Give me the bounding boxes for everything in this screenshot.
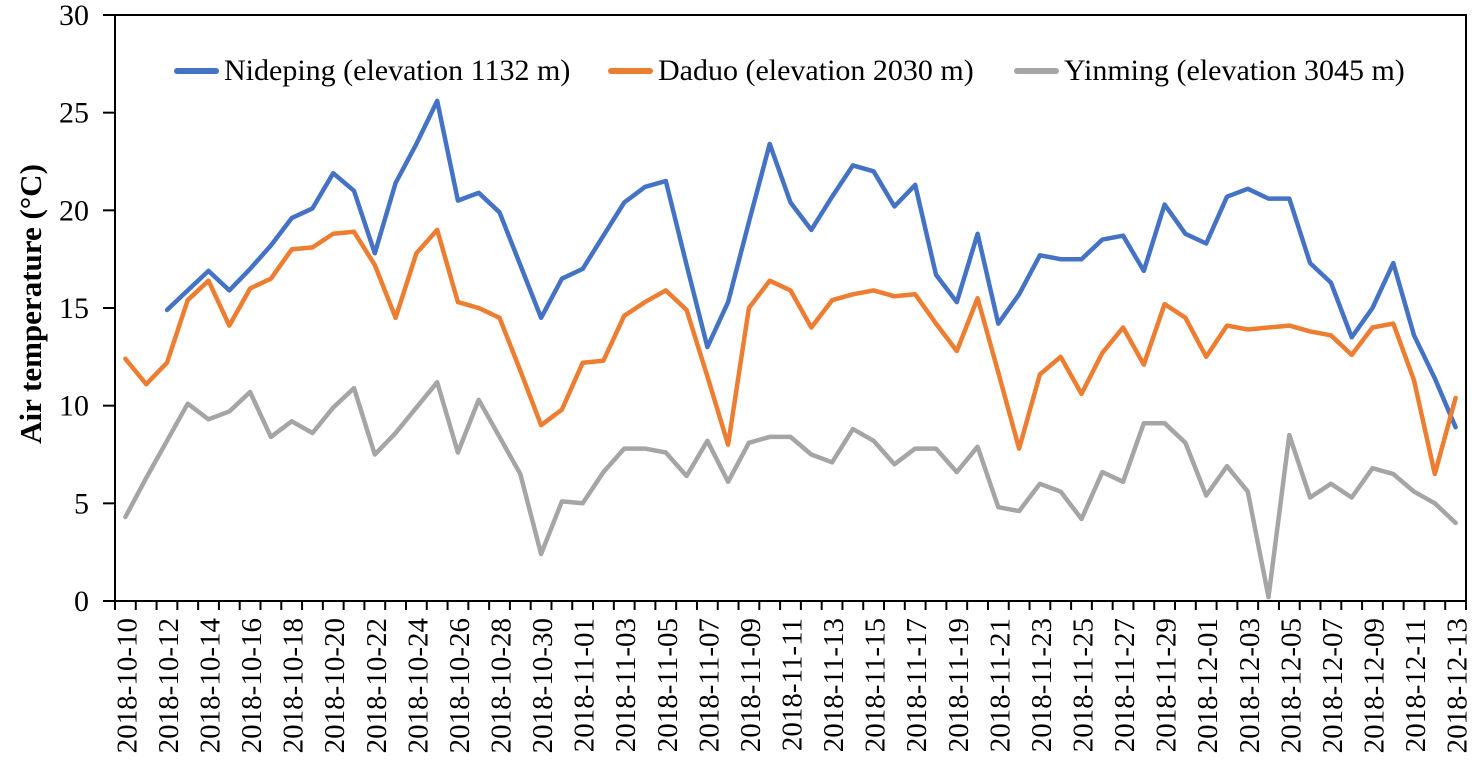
x-tick-label: 2018-12-03 — [1234, 618, 1266, 753]
y-tick-label: 0 — [74, 585, 89, 618]
x-tick-label: 2018-11-29 — [1151, 618, 1183, 752]
y-tick-label: 10 — [59, 390, 89, 423]
x-tick-label: 2018-10-14 — [195, 618, 227, 754]
nideping-line-swatch-icon — [174, 68, 219, 74]
x-tick-label: 2018-10-30 — [527, 618, 559, 753]
x-tick-label: 2018-11-05 — [652, 618, 684, 752]
legend-label-nideping: Nideping (elevation 1132 m) — [224, 54, 571, 87]
x-tick-label: 2018-11-23 — [1026, 618, 1058, 752]
x-tick-label: 2018-11-09 — [735, 618, 767, 752]
series-line-2 — [123, 379, 1458, 600]
x-tick-label: 2018-12-13 — [1442, 618, 1474, 753]
x-tick-label: 2018-11-01 — [569, 618, 601, 752]
legend-item-daduo: Daduo (elevation 2030 m) — [608, 54, 974, 88]
y-tick-label: 25 — [59, 97, 89, 130]
plot-border — [114, 14, 1467, 602]
x-tick-label: 2018-10-10 — [111, 618, 143, 753]
x-tick-label: 2018-11-21 — [984, 618, 1016, 752]
y-tick-label: 15 — [59, 292, 89, 325]
x-tick-label: 2018-10-22 — [361, 618, 393, 753]
y-tick-label: 5 — [74, 487, 89, 520]
x-tick-label: 2018-11-03 — [610, 618, 642, 752]
x-tick-label: 2018-12-11 — [1400, 618, 1432, 752]
x-tick-label: 2018-11-17 — [901, 618, 933, 752]
legend-item-nideping: Nideping (elevation 1132 m) — [174, 54, 570, 88]
series-line-0 — [164, 98, 1458, 430]
x-tick-label: 2018-10-18 — [278, 618, 310, 753]
x-tick-label: 2018-12-07 — [1317, 618, 1349, 753]
x-tick-label: 2018-11-11 — [777, 618, 809, 751]
x-tick-label: 2018-10-24 — [402, 618, 434, 754]
x-tick-label: 2018-11-07 — [693, 618, 725, 752]
x-tick-label: 2018-10-26 — [444, 618, 476, 753]
yinming-line-swatch-icon — [1014, 68, 1059, 74]
x-tick-label: 2018-10-12 — [153, 618, 185, 753]
x-tick-label: 2018-11-15 — [860, 618, 892, 752]
x-tick-label: 2018-12-09 — [1358, 618, 1390, 753]
daduo-line-swatch-icon — [608, 68, 653, 74]
y-axis-title: Air temperature (°C) — [13, 164, 48, 444]
x-tick-label: 2018-11-19 — [943, 618, 975, 752]
x-tick-label: 2018-10-28 — [486, 618, 518, 753]
legend-item-yinming: Yinming (elevation 3045 m) — [1014, 54, 1405, 88]
legend-label-yinming: Yinming (elevation 3045 m) — [1064, 54, 1405, 87]
x-tick-label: 2018-12-05 — [1275, 618, 1307, 753]
x-tick-label: 2018-10-20 — [319, 618, 351, 753]
x-tick-label: 2018-10-16 — [236, 618, 268, 753]
series-line-1 — [123, 227, 1458, 477]
x-tick-label: 2018-12-01 — [1192, 618, 1224, 753]
x-tick-label: 2018-11-25 — [1067, 618, 1099, 752]
y-tick-label: 30 — [59, 0, 89, 32]
x-tick-label: 2018-11-27 — [1109, 618, 1141, 752]
x-tick-label: 2018-11-13 — [818, 618, 850, 752]
legend-label-daduo: Daduo (elevation 2030 m) — [658, 54, 974, 87]
y-tick-label: 20 — [59, 194, 89, 227]
